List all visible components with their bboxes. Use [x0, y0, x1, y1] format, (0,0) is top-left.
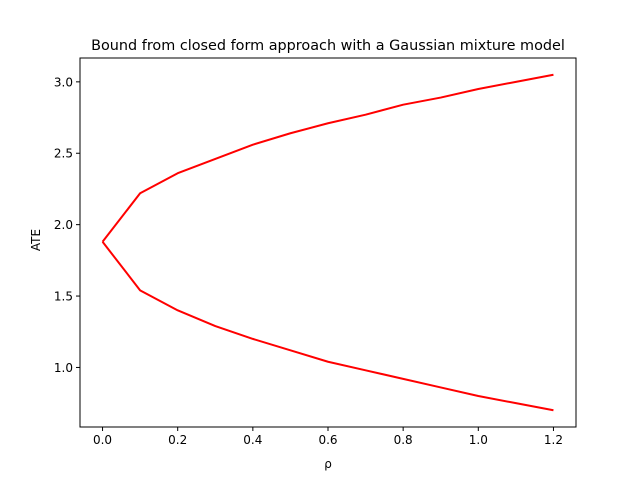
y-tick-label: 2.0 — [54, 218, 73, 232]
y-tick-label: 2.5 — [54, 147, 73, 161]
x-tick-label: 1.0 — [469, 433, 488, 447]
plot-area: 0.0 0.2 0.4 0.6 0.8 1.0 1.2 1.0 1.5 2.0 2.5 3.0 — [54, 57, 577, 447]
series-line-2 — [101, 241, 554, 412]
x-tick-label: 1.2 — [544, 433, 563, 447]
x-tick-label: 0.8 — [394, 433, 413, 447]
y-axis-label: ATE — [29, 229, 43, 251]
y-tick-label: 3.0 — [54, 75, 73, 89]
x-tick-label: 0.4 — [243, 433, 262, 447]
y-tick-label: 1.0 — [54, 361, 73, 375]
x-axis-label: ρ — [324, 457, 332, 471]
x-tick-label: 0.2 — [168, 433, 187, 447]
chart-title: Bound from closed form approach with a G… — [91, 38, 565, 54]
x-tick-label: 0.6 — [318, 433, 337, 447]
series-line-1 — [101, 73, 554, 243]
x-tick-label: 0.0 — [93, 433, 112, 447]
y-tick-label: 1.5 — [54, 290, 73, 304]
